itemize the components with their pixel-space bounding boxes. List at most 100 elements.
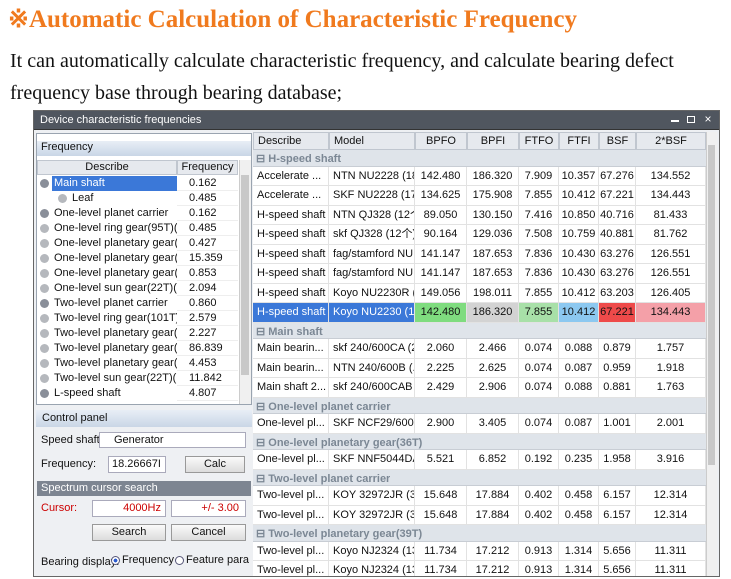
row-value[interactable]: 11.842: [177, 371, 238, 386]
row-value[interactable]: 0.860: [177, 296, 238, 311]
cell[interactable]: 7.855: [519, 186, 559, 206]
cell[interactable]: 67.276: [599, 166, 636, 186]
cell[interactable]: skf QJ328 (12个): [329, 225, 415, 245]
cell[interactable]: 7.909: [519, 166, 559, 186]
cell[interactable]: 198.011: [467, 283, 519, 303]
cell[interactable]: 0.402: [519, 486, 559, 506]
cell[interactable]: 40.716: [599, 205, 636, 225]
cell[interactable]: 0.458: [559, 486, 599, 506]
row-label[interactable]: L-speed shaft: [54, 387, 121, 399]
cell[interactable]: Main shaft 2...: [253, 378, 329, 398]
cell[interactable]: 1.918: [636, 358, 706, 378]
cell[interactable]: H-speed shaft: [253, 244, 329, 264]
cell[interactable]: 142.480: [415, 303, 467, 323]
cell[interactable]: skf 240/600CA (2...: [329, 339, 415, 359]
cell[interactable]: 0.087: [559, 358, 599, 378]
row-value[interactable]: 0.853: [177, 266, 238, 281]
cell[interactable]: 40.881: [599, 225, 636, 245]
cell[interactable]: 2.625: [467, 358, 519, 378]
cell[interactable]: 89.050: [415, 205, 467, 225]
cell[interactable]: SKF NCF29/600V...: [329, 414, 415, 434]
cell[interactable]: 90.164: [415, 225, 467, 245]
button[interactable]: Cancel: [171, 524, 246, 541]
row-value[interactable]: 2.579: [177, 311, 238, 326]
cell[interactable]: 3.405: [467, 414, 519, 434]
cell[interactable]: 141.147: [415, 244, 467, 264]
row-value[interactable]: 4.453: [177, 356, 238, 371]
cell[interactable]: 0.913: [519, 561, 559, 576]
cell[interactable]: One-level pl...: [253, 414, 329, 434]
cell[interactable]: 0.235: [559, 450, 599, 470]
cell[interactable]: 2.429: [415, 378, 467, 398]
cell[interactable]: 0.074: [519, 339, 559, 359]
cell[interactable]: 0.088: [559, 339, 599, 359]
cell[interactable]: 0.087: [559, 414, 599, 434]
row-value[interactable]: 0.427: [177, 236, 238, 251]
cell[interactable]: 0.192: [519, 450, 559, 470]
cell[interactable]: 149.056: [415, 283, 467, 303]
cell[interactable]: 1.757: [636, 339, 706, 359]
cell[interactable]: Koyo NJ2324 (13...: [329, 561, 415, 576]
radio[interactable]: [111, 556, 120, 565]
cell[interactable]: 130.150: [467, 205, 519, 225]
cell[interactable]: 6.852: [467, 450, 519, 470]
cell[interactable]: 17.884: [467, 505, 519, 525]
cell[interactable]: NTN 240/600B (...: [329, 358, 415, 378]
maximize-button[interactable]: [687, 116, 695, 123]
row-value[interactable]: 4.807: [177, 386, 238, 401]
cell[interactable]: Two-level pl...: [253, 486, 329, 506]
cell[interactable]: H-speed shaft: [253, 264, 329, 284]
cell[interactable]: 2.225: [415, 358, 467, 378]
radio-label[interactable]: Feature para: [186, 554, 249, 566]
cell[interactable]: KOY 32972JR (3...: [329, 505, 415, 525]
cell[interactable]: 10.412: [559, 186, 599, 206]
cell[interactable]: 2.900: [415, 414, 467, 434]
row-label[interactable]: One-level planetary gear(3...: [54, 267, 177, 279]
cell[interactable]: 7.836: [519, 264, 559, 284]
row-label[interactable]: Two-level sun gear(22T)(...: [54, 372, 177, 384]
cell[interactable]: 81.433: [636, 205, 706, 225]
cell[interactable]: 15.648: [415, 505, 467, 525]
cell[interactable]: 17.212: [467, 541, 519, 561]
cell[interactable]: 1.001: [599, 414, 636, 434]
input[interactable]: +/- 3.00: [171, 500, 246, 517]
cell[interactable]: 67.221: [599, 186, 636, 206]
cell[interactable]: 5.656: [599, 541, 636, 561]
row-label[interactable]: One-level ring gear(95T)(...: [54, 222, 177, 234]
cell[interactable]: 142.480: [415, 166, 467, 186]
cell[interactable]: NTN QJ328 (12个): [329, 205, 415, 225]
cell[interactable]: 2.001: [636, 414, 706, 434]
cell[interactable]: 141.147: [415, 264, 467, 284]
cell[interactable]: 10.357: [559, 166, 599, 186]
cell[interactable]: KOY 32972JR (3...: [329, 486, 415, 506]
cell[interactable]: 63.276: [599, 244, 636, 264]
cell[interactable]: 0.074: [519, 378, 559, 398]
cell[interactable]: 11.311: [636, 561, 706, 576]
row-label[interactable]: Two-level planetary gear(3...: [54, 342, 177, 354]
input[interactable]: 4000Hz: [92, 500, 166, 517]
scroll-thumb[interactable]: [241, 175, 249, 375]
row-label[interactable]: Two-level planetary gear(3...: [54, 327, 177, 339]
row-label[interactable]: Main shaft: [52, 176, 177, 191]
cell[interactable]: 126.551: [636, 244, 706, 264]
row-value[interactable]: 15.359: [177, 251, 238, 266]
cell[interactable]: 5.656: [599, 561, 636, 576]
cell[interactable]: 10.850: [559, 205, 599, 225]
cell[interactable]: 11.734: [415, 541, 467, 561]
cell[interactable]: 134.443: [636, 186, 706, 206]
cell[interactable]: fag/stamford NU...: [329, 244, 415, 264]
cell[interactable]: 10.412: [559, 303, 599, 323]
cell[interactable]: Two-level pl...: [253, 561, 329, 576]
cell[interactable]: 0.879: [599, 339, 636, 359]
cell[interactable]: 1.314: [559, 561, 599, 576]
button[interactable]: Search: [92, 524, 166, 541]
cell[interactable]: 17.884: [467, 486, 519, 506]
cell[interactable]: 2.906: [467, 378, 519, 398]
cell[interactable]: 63.276: [599, 264, 636, 284]
cell[interactable]: 5.521: [415, 450, 467, 470]
cell[interactable]: fag/stamford NU...: [329, 264, 415, 284]
cell[interactable]: 81.762: [636, 225, 706, 245]
cell[interactable]: 10.759: [559, 225, 599, 245]
row-value[interactable]: 2.227: [177, 326, 238, 341]
cell[interactable]: 6.157: [599, 486, 636, 506]
